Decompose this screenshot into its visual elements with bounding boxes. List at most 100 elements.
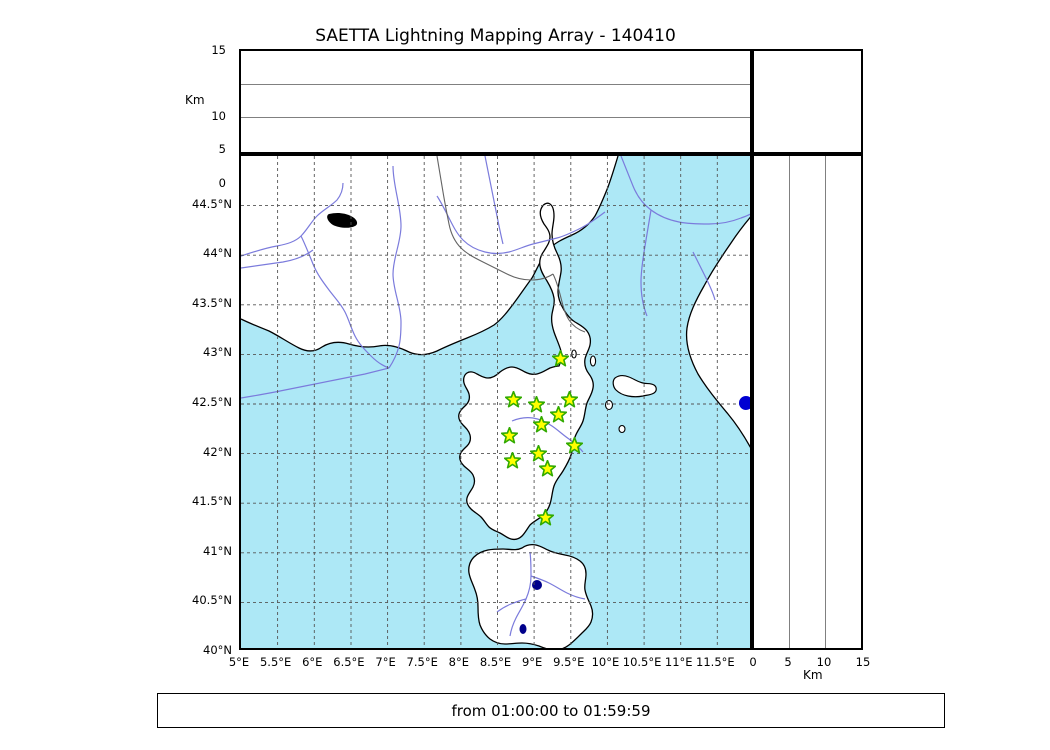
border-france-italy xyxy=(436,156,554,281)
xtick-lon-9.5: 9.5°E xyxy=(553,655,585,669)
lightning-source-dot[interactable] xyxy=(739,396,750,410)
river-north-1 xyxy=(484,156,504,245)
xtick-right-15: 15 xyxy=(855,655,871,669)
rivers-layer xyxy=(241,156,750,637)
panel-altitude-vs-longitude xyxy=(239,49,752,154)
station-marker[interactable] xyxy=(504,451,522,469)
station-marker[interactable] xyxy=(533,415,551,433)
panel-topright-plot-area xyxy=(754,51,861,152)
ytick-lat-40.5: 40.5°N xyxy=(192,593,232,608)
ytick-lat-44.5: 44.5°N xyxy=(192,196,232,211)
sardinia-island xyxy=(468,543,594,648)
station-marker[interactable] xyxy=(537,508,555,526)
panel-right-plot-area xyxy=(754,156,861,648)
station-marker[interactable] xyxy=(530,444,548,462)
ytick-lat-42.5: 42.5°N xyxy=(192,395,232,409)
montecristo-island xyxy=(618,424,626,434)
xtick-lon-8: 8°E xyxy=(448,655,470,669)
gridline-top-10km xyxy=(241,83,750,85)
xtick-right-10: 10 xyxy=(816,655,832,669)
station-marker[interactable] xyxy=(528,395,546,413)
xtick-lon-10.5: 10.5°E xyxy=(622,655,662,669)
panel-altitude-vs-latitude xyxy=(752,154,863,650)
ytick-top-10: 10 xyxy=(211,109,226,123)
station-marker[interactable] xyxy=(552,349,570,367)
corsica-island xyxy=(458,202,594,541)
star-icon xyxy=(552,349,570,367)
ytick-lat-43: 43°N xyxy=(203,345,232,360)
river-adriatic-side xyxy=(640,209,652,317)
europe-landmass xyxy=(241,156,750,447)
map-gridlines xyxy=(241,156,750,648)
star-icon xyxy=(530,444,548,462)
ytick-lat-41: 41°N xyxy=(203,543,232,558)
star-icon xyxy=(539,459,557,477)
star-icon xyxy=(537,508,555,526)
xtick-lon-5.5: 5.5°E xyxy=(259,655,292,669)
panel-top-plot-area xyxy=(241,51,750,152)
xtick-right-5: 5 xyxy=(784,655,792,669)
station-marker[interactable] xyxy=(560,390,579,408)
ytick-top-5: 5 xyxy=(218,142,226,156)
xtick-lon-7.5: 7.5°E xyxy=(406,655,438,669)
station-marker[interactable] xyxy=(549,405,568,423)
ytick-top-15: 15 xyxy=(211,43,226,57)
map-plot-area xyxy=(241,156,750,648)
star-icon xyxy=(501,426,519,444)
ytick-lat-44: 44°N xyxy=(203,246,232,261)
page-title: SAETTA Lightning Mapping Array - 140410 xyxy=(315,26,676,46)
lake-sardinia-2 xyxy=(519,624,527,634)
xtick-lon-6: 6°E xyxy=(302,655,323,669)
river-garonne xyxy=(241,367,390,399)
xtick-lon-11: 11°E xyxy=(664,655,693,669)
river-po-delta xyxy=(620,156,750,225)
gridline-right-5km xyxy=(789,156,791,648)
lake-etang-de-berre xyxy=(327,212,358,228)
star-icon xyxy=(504,451,522,469)
xtick-right-0: 0 xyxy=(749,655,757,669)
ytick-lat-40: 40°N xyxy=(203,643,232,657)
status-bar[interactable]: from 01:00:00 to 01:59:59 xyxy=(157,693,945,728)
xtick-lon-8.5: 8.5°E xyxy=(479,655,512,669)
river-saone xyxy=(388,165,402,369)
xtick-lon-11.5: 11.5°E xyxy=(696,655,735,669)
elba-island xyxy=(612,375,657,398)
station-marker[interactable] xyxy=(505,390,523,408)
ylabel-top-panel: Km xyxy=(185,93,205,107)
lake-sardinia-1 xyxy=(532,580,542,590)
station-marker[interactable] xyxy=(501,426,519,444)
ytick-lat-42: 42°N xyxy=(203,444,232,459)
ytick-lat-43.5: 43.5°N xyxy=(192,295,232,310)
river-east-1 xyxy=(692,251,716,301)
xtick-lon-9: 9°E xyxy=(521,655,543,669)
ytick-lat-41.5: 41.5°N xyxy=(192,494,232,509)
station-marker[interactable] xyxy=(565,437,584,454)
river-west-1 xyxy=(241,249,314,269)
panel-map-view[interactable] xyxy=(239,154,752,650)
xlabel-right-panel: Km xyxy=(803,668,823,682)
status-bar-text: from 01:00:00 to 01:59:59 xyxy=(451,701,651,720)
ytick-top-0: 0 xyxy=(218,176,226,190)
capraia-island xyxy=(589,355,597,367)
xtick-lon-7: 7°E xyxy=(375,655,396,669)
river-po-mid xyxy=(532,211,606,245)
star-icon xyxy=(549,405,568,423)
geography-shapes xyxy=(241,156,750,648)
river-sardinia-west xyxy=(496,598,527,613)
map-geography xyxy=(241,156,750,648)
gridline-right-10km xyxy=(825,156,827,648)
river-sardinia-east xyxy=(530,575,586,600)
river-rhone-lower xyxy=(300,235,390,369)
coastline-italy xyxy=(685,216,750,448)
star-icon xyxy=(565,437,584,454)
river-rhone-upper xyxy=(241,182,344,257)
star-icon xyxy=(560,390,579,408)
xtick-lon-6.5: 6.5°E xyxy=(333,655,365,669)
borders-layer xyxy=(436,156,586,333)
star-icon xyxy=(505,390,523,408)
station-marker[interactable] xyxy=(539,459,557,477)
border-alps xyxy=(552,273,586,333)
xtick-lon-10: 10°E xyxy=(591,655,620,669)
panel-altitude-histogram xyxy=(752,49,863,154)
